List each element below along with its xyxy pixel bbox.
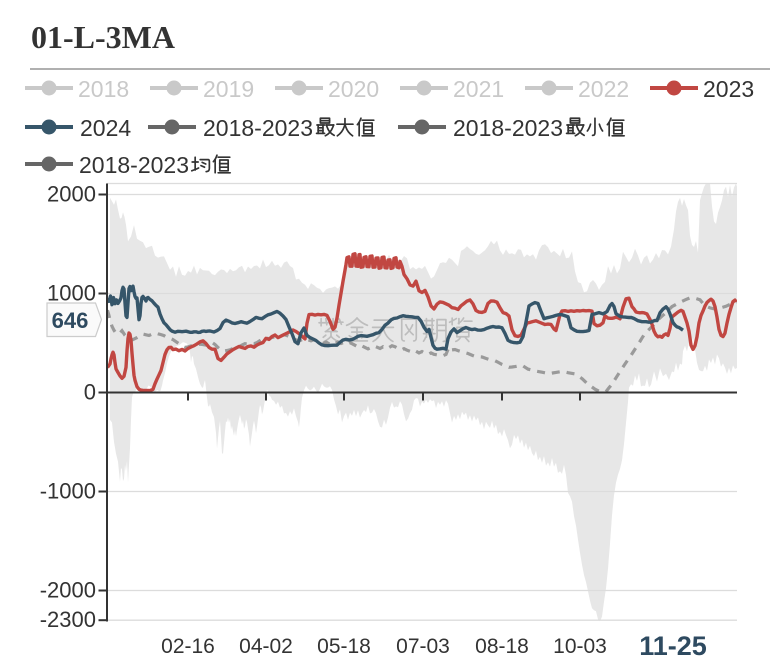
svg-text:1000: 1000 bbox=[47, 281, 96, 306]
svg-text:10-03: 10-03 bbox=[553, 635, 607, 658]
svg-text:2000: 2000 bbox=[47, 182, 96, 207]
svg-text:-2300: -2300 bbox=[40, 607, 96, 632]
svg-text:2023: 2023 bbox=[703, 76, 754, 102]
svg-text:2018-2023: 2018-2023 bbox=[203, 115, 313, 141]
svg-text:07-03: 07-03 bbox=[396, 635, 450, 658]
svg-text:2018-2023: 2018-2023 bbox=[79, 152, 189, 178]
svg-text:2021: 2021 bbox=[453, 76, 504, 102]
svg-text:2018: 2018 bbox=[78, 76, 129, 102]
svg-text:2018-2023: 2018-2023 bbox=[453, 115, 563, 141]
svg-text:11-25: 11-25 bbox=[639, 631, 707, 661]
svg-text:-1000: -1000 bbox=[40, 479, 96, 504]
svg-text:05-18: 05-18 bbox=[317, 635, 371, 658]
svg-text:08-18: 08-18 bbox=[475, 635, 529, 658]
svg-text:0: 0 bbox=[84, 380, 96, 405]
svg-text:-2000: -2000 bbox=[40, 578, 96, 603]
svg-text:2024: 2024 bbox=[80, 115, 131, 141]
svg-text:646: 646 bbox=[52, 308, 89, 333]
svg-text:2020: 2020 bbox=[328, 76, 379, 102]
svg-text:04-02: 04-02 bbox=[239, 635, 293, 658]
svg-text:2019: 2019 bbox=[203, 76, 254, 102]
svg-text:2022: 2022 bbox=[578, 76, 629, 102]
svg-text:02-16: 02-16 bbox=[161, 635, 215, 658]
